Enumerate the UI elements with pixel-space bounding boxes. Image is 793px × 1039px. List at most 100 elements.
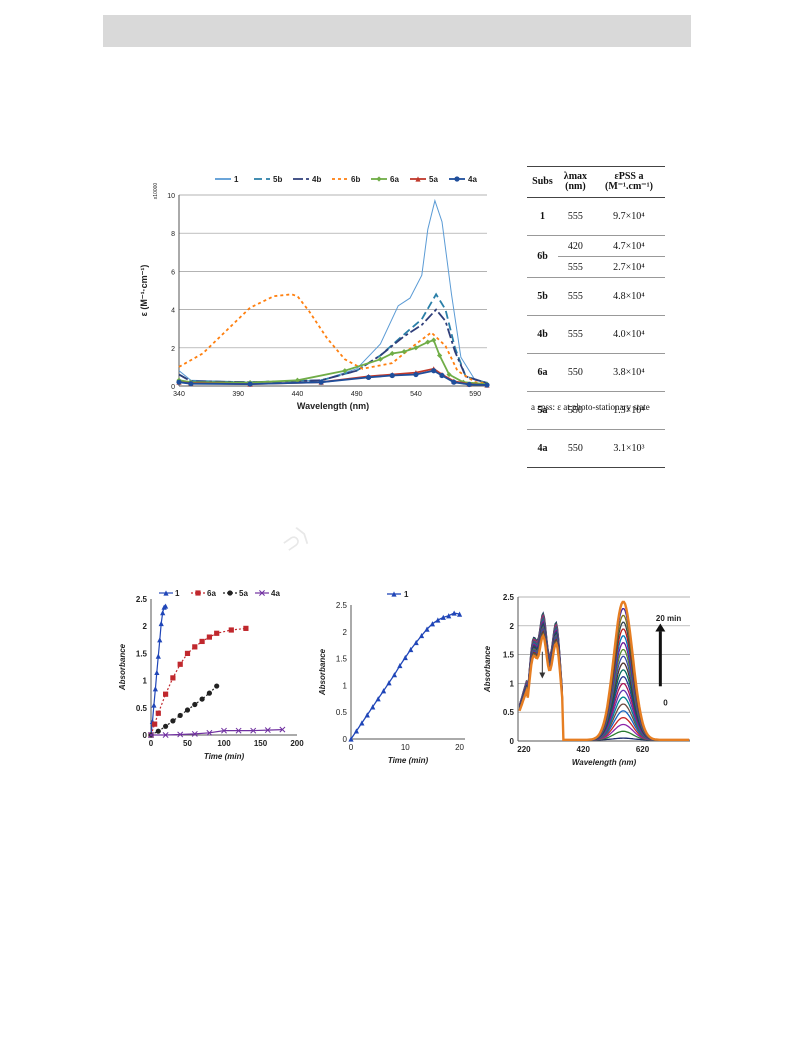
cell-lambda: 550 — [557, 353, 593, 392]
cell-subs: 6b — [527, 235, 558, 278]
data-point-5a — [163, 723, 169, 729]
y-tick-label: 0 — [343, 735, 348, 744]
table-row: 4b 555 4.0×10⁴ — [527, 315, 665, 354]
data-point-1 — [160, 610, 166, 616]
header-subs: Subs — [527, 166, 558, 198]
legend-label-5b: 5b — [273, 175, 282, 184]
data-point-1 — [157, 637, 163, 643]
x-tick-label: 0 — [349, 743, 354, 752]
faint-mark: ⊃⟩ — [276, 521, 314, 558]
y-tick-label: 0 — [171, 384, 175, 391]
y-axis-label: Absorbance — [483, 645, 492, 693]
legend-label-6a: 6a — [207, 589, 216, 598]
data-point-4a — [250, 727, 257, 734]
data-point-4a — [439, 372, 445, 379]
data-point-6a — [214, 630, 220, 636]
legend-marker-4a — [259, 590, 265, 596]
data-point-4a — [264, 727, 271, 734]
legend-label-4a: 4a — [468, 175, 477, 184]
y-scale-note: x10000 — [153, 183, 159, 200]
y-tick-label: 1 — [510, 679, 515, 688]
y-tick-label: 1 — [143, 677, 148, 686]
table-row: 4a 550 3.1×10³ — [527, 429, 665, 468]
table-row: 5a 550 1.3×10⁴ — [527, 391, 665, 430]
table-footnote: a εpss: ε at photo-stationary state — [531, 402, 650, 412]
data-point-4a — [191, 730, 198, 737]
data-point-6a — [192, 644, 198, 650]
data-point-4a — [279, 726, 286, 733]
data-point-5a — [184, 707, 191, 713]
y-tick-label: 0 — [143, 731, 148, 740]
x-axis-label: Wavelength (nm) — [297, 401, 369, 411]
data-point-6a — [389, 350, 395, 357]
x-tick-label: 620 — [636, 745, 650, 754]
cell-eps: 9.7×10⁴ — [592, 197, 665, 236]
data-point-5a — [206, 690, 212, 696]
data-point-1 — [402, 654, 408, 661]
legend-label-1: 1 — [175, 589, 180, 598]
data-point-5a — [192, 701, 198, 708]
down-arrow-head-icon — [539, 672, 546, 679]
data-point-6a — [155, 710, 161, 716]
data-point-1 — [386, 680, 392, 686]
x-tick-label: 420 — [577, 745, 591, 754]
x-tick-label: 0 — [149, 739, 154, 748]
cell-subs: 5a — [527, 391, 558, 430]
data-point-4a — [413, 371, 419, 378]
legend-marker-1 — [163, 590, 169, 596]
y-tick-label: 0.5 — [336, 708, 348, 717]
spectrum-curve — [518, 600, 690, 741]
data-point-6a — [152, 721, 158, 727]
legend-marker-1 — [391, 591, 397, 597]
y-tick-label: 1 — [343, 681, 348, 690]
y-tick-label: 1.5 — [336, 655, 348, 664]
data-point-4a — [162, 732, 169, 738]
cell-eps: 2.7×10⁴ — [592, 256, 665, 278]
legend-marker-5a — [415, 176, 421, 182]
x-axis-label: Time (min) — [388, 756, 429, 765]
data-point-1 — [163, 603, 169, 609]
data-point-6a — [170, 675, 176, 681]
y-tick-label: 2.5 — [503, 593, 515, 602]
data-point-1 — [155, 653, 161, 659]
y-tick-label: 2 — [343, 628, 348, 637]
table-row: 5b 555 4.8×10⁴ — [527, 277, 665, 316]
annotation-zero: 0 — [663, 698, 668, 707]
data-point-6a — [206, 634, 212, 640]
legend-label-4a: 4a — [271, 589, 280, 598]
series-line-6a — [150, 627, 246, 736]
cell-subs: 4a — [527, 429, 558, 468]
cell-lambda: 420 — [557, 235, 593, 257]
table-row: 6b 420 4.7×10⁴ — [527, 235, 665, 278]
x-tick-label: 50 — [183, 739, 192, 748]
legend-marker-5a — [227, 590, 233, 596]
cell-eps: 4.8×10⁴ — [592, 277, 665, 316]
y-tick-label: 1.5 — [136, 649, 148, 658]
annotation-20min: 20 min — [656, 614, 681, 623]
y-tick-label: 2 — [171, 346, 175, 353]
series-line-5a — [150, 685, 218, 736]
data-point-1 — [440, 614, 446, 620]
x-tick-label: 20 — [455, 743, 464, 752]
legend-label-5a: 5a — [429, 175, 438, 184]
data-point-1 — [451, 610, 457, 616]
legend-label-5a: 5a — [239, 589, 248, 598]
data-point-5a — [177, 712, 183, 719]
table-header-row: Subs λmax (nm) εPSS a (M⁻¹.cm⁻¹) — [527, 166, 665, 198]
cell-eps: 3.8×10⁴ — [592, 353, 665, 392]
data-point-6a — [228, 627, 234, 633]
data-point-1 — [154, 669, 160, 676]
data-point-4a — [177, 731, 184, 738]
x-tick-label: 490 — [351, 391, 363, 398]
cell-lambda: 555 — [557, 256, 593, 278]
x-tick-label: 220 — [517, 745, 531, 754]
data-point-5a — [155, 728, 161, 734]
data-point-6a — [163, 691, 169, 697]
compound1-kinetics-chart: 0 0.5 1 1.5 2 2.5 0 10 20 Time (min) Absorbance 1 — [318, 590, 465, 765]
y-tick-label: 2.5 — [336, 601, 348, 610]
cell-subs: 5b — [527, 277, 558, 316]
x-tick-label: 340 — [173, 391, 185, 398]
data-point-6a — [177, 661, 183, 667]
data-point-1 — [151, 702, 157, 708]
data-point-1 — [424, 626, 430, 632]
